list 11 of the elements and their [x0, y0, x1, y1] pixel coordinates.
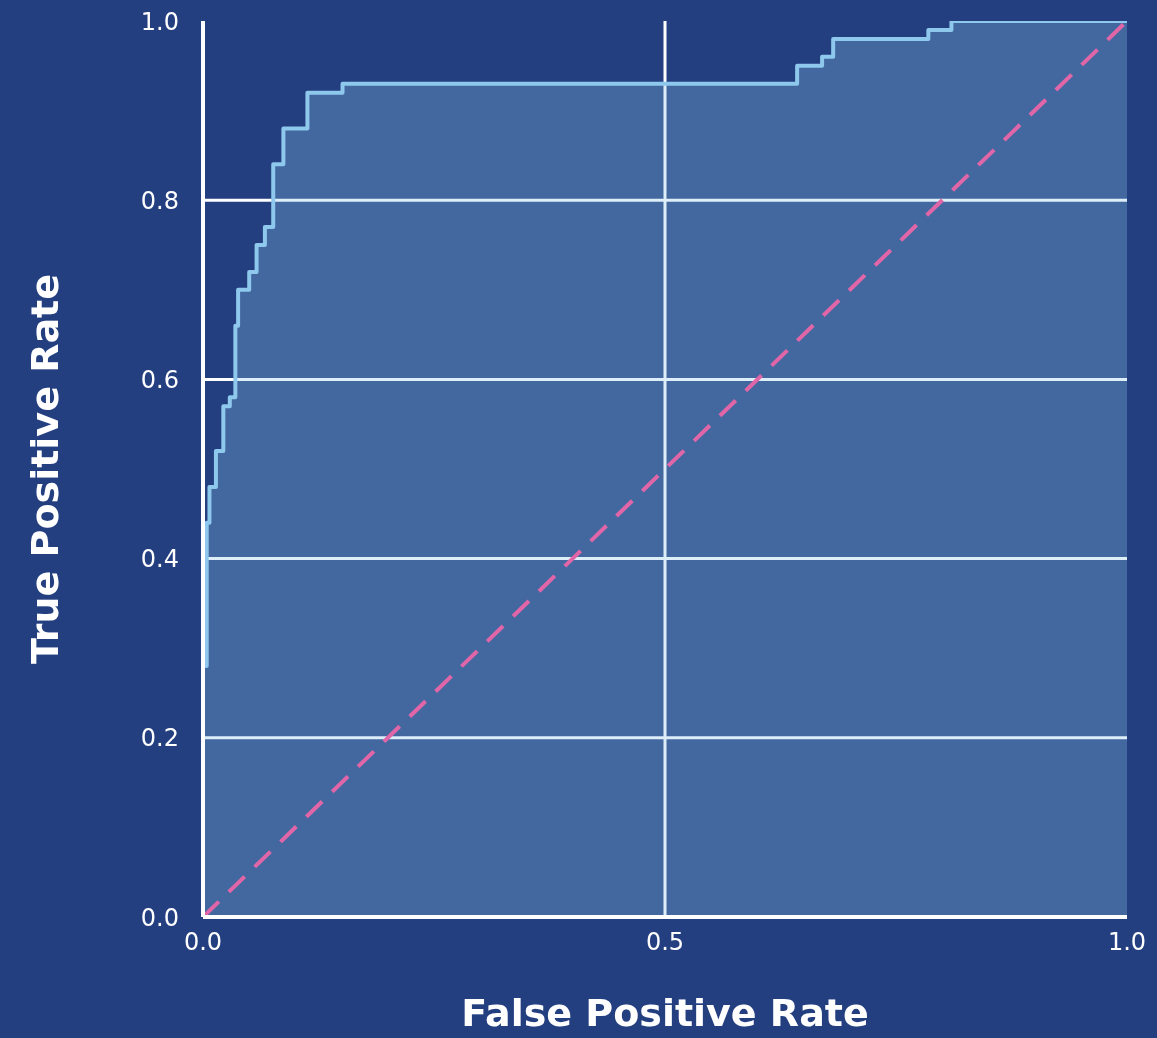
x-tick-label: 0.5 — [645, 928, 685, 957]
x-axis-title: False Positive Rate — [461, 991, 869, 1035]
x-tick-label: 0.0 — [183, 928, 223, 957]
y-tick-label: 0.0 — [140, 903, 179, 932]
y-axis-title: True Positive Rate — [23, 274, 68, 664]
y-tick-label: 0.2 — [140, 724, 179, 753]
x-tick-label: 1.0 — [1107, 928, 1147, 957]
y-tick-label: 1.0 — [140, 7, 179, 36]
y-tick-label: 0.6 — [140, 365, 179, 394]
y-tick-label: 0.4 — [140, 545, 179, 574]
y-tick-label: 0.8 — [140, 186, 179, 215]
